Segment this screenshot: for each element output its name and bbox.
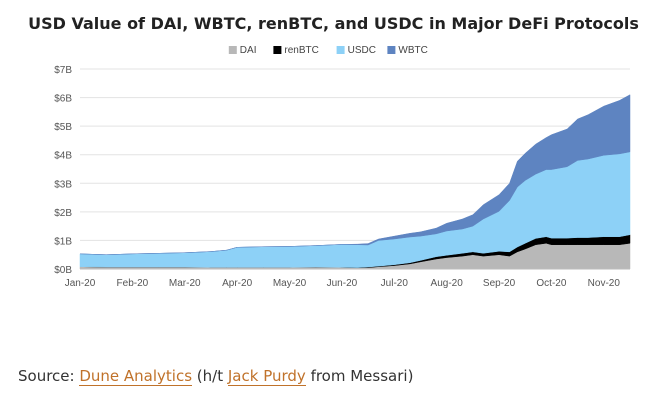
chart: USD Value of DAI, WBTC, renBTC, and USDC…	[28, 14, 639, 289]
y-tick-label: $7B	[54, 65, 72, 76]
legend-swatch-usdc	[336, 46, 345, 54]
legend-label-dai: DAI	[240, 45, 257, 56]
x-tick-label: Oct-20	[536, 278, 566, 289]
legend-swatch-dai	[228, 46, 237, 54]
x-tick-label: Apr-20	[222, 278, 252, 289]
legend-label-renbtc: renBTC	[284, 45, 318, 56]
y-tick-label: $3B	[54, 179, 72, 190]
x-tick-label: Mar-20	[169, 278, 201, 289]
y-tick-label: $5B	[54, 122, 72, 133]
source-line: Source: Dune Analytics (h/t Jack Purdy f…	[18, 367, 414, 386]
x-tick-label: Aug-20	[431, 278, 464, 289]
chart-title: USD Value of DAI, WBTC, renBTC, and USDC…	[28, 14, 639, 33]
dune-analytics-link[interactable]: Dune Analytics	[79, 367, 193, 386]
source-suffix: from Messari)	[305, 367, 414, 385]
y-tick-label: $4B	[54, 151, 72, 162]
x-tick-label: May-20	[273, 278, 307, 289]
y-tick-label: $0B	[54, 265, 72, 276]
x-tick-label: Jan-20	[65, 278, 96, 289]
y-tick-label: $1B	[54, 236, 72, 247]
x-tick-label: Feb-20	[117, 278, 149, 289]
legend-swatch-renbtc	[273, 46, 282, 54]
x-tick-label: Sep-20	[483, 278, 516, 289]
chart-svg: $0B $1B $2B $3B $4B $5B $6B $7B Jan-20 Feb-20 Mar-…	[54, 45, 631, 289]
x-tick-label: Nov-20	[588, 278, 621, 289]
source-prefix: Source:	[18, 367, 80, 385]
x-tick-label: Jul-20	[381, 278, 409, 289]
legend-label-usdc: USDC	[348, 45, 376, 56]
legend-swatch-wbtc	[387, 46, 396, 54]
area-wbtc	[79, 94, 631, 255]
y-tick-label: $6B	[54, 94, 72, 105]
x-tick-label: Jun-20	[327, 278, 358, 289]
source-middle: (h/t	[192, 367, 228, 385]
y-tick-label: $2B	[54, 208, 72, 219]
jack-purdy-link[interactable]: Jack Purdy	[227, 367, 306, 386]
legend-label-wbtc: WBTC	[398, 45, 427, 56]
